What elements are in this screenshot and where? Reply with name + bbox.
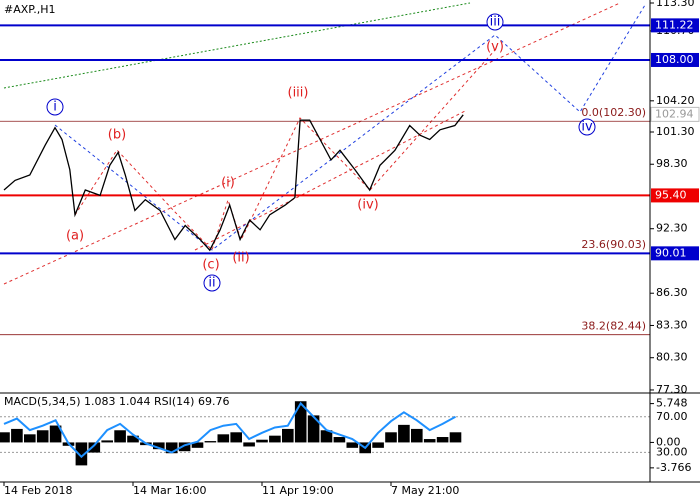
y2-tick-label: 70.00 (656, 410, 688, 423)
wave-label: (ii) (232, 251, 249, 266)
macd-bar (101, 440, 114, 443)
level-label: 95.40 (655, 188, 687, 201)
macd-bar (385, 432, 397, 443)
wave-path (74, 49, 496, 251)
macd-bar (23, 434, 36, 443)
level-label: 111.22 (655, 18, 694, 31)
y-tick-label: 0.00 (656, 435, 681, 448)
macd-bar (49, 425, 62, 443)
price-box (650, 106, 700, 122)
y2-tick-label: 30.00 (656, 445, 688, 458)
wave-label: iv (581, 120, 593, 135)
macd-bar (372, 442, 384, 448)
wave-label: (b) (108, 128, 126, 143)
x-tick-label: 11 Apr 19:00 (262, 484, 334, 497)
macd-bar (75, 442, 88, 466)
y-tick-label: 104.20 (656, 94, 695, 107)
wave-circle (203, 274, 221, 292)
level-box (651, 18, 699, 33)
wave-label: (a) (66, 229, 84, 244)
wave-labels: i ii iii iv (a) (b) (c) (i) (ii) (iii) (… (46, 13, 596, 292)
rsi-line (3, 401, 456, 459)
y-tick-label: 80.30 (656, 351, 688, 364)
macd-bar (11, 428, 23, 443)
y-tick-label: 86.30 (656, 286, 688, 299)
wave-label: (i) (221, 176, 235, 191)
y-tick-label: 113.30 (656, 0, 695, 9)
wave-path (54, 4, 646, 251)
y-tick-label: 98.30 (656, 157, 688, 170)
macd-bar (346, 442, 359, 448)
macd-bar (320, 430, 333, 443)
y-tick-label: 92.30 (656, 222, 688, 235)
price-label: 102.94 (655, 107, 694, 120)
wave-label: (c) (202, 258, 219, 273)
wave-label: i (53, 100, 57, 115)
wave-circle (578, 118, 596, 136)
macd-bar (152, 442, 165, 450)
y-tick-label: 5.748 (656, 397, 688, 410)
level-label: 108.00 (655, 53, 694, 66)
macd-bar (333, 437, 346, 443)
y-tick-label: 77.30 (656, 383, 688, 396)
indicator-title: MACD(5,34,5) 1.083 1.044 RSI(14) 69.76 (4, 395, 229, 408)
x-tick-label: 14 Mar 16:00 (133, 484, 206, 497)
macd-bar (243, 442, 255, 447)
x-tick-label: 7 May 21:00 (391, 484, 459, 497)
macd-bar (410, 428, 423, 443)
macd-bar (165, 442, 178, 454)
macd-bar (191, 442, 204, 448)
macd-bar (217, 434, 230, 443)
fib-label: 38.2(82.44) (581, 320, 646, 333)
level-label: 90.01 (655, 246, 687, 259)
macd-bar (436, 437, 449, 443)
wave-circle (46, 98, 64, 116)
macd-bar (398, 424, 410, 443)
fib-label: 0.0(102.30) (581, 106, 646, 119)
macd-bar (0, 432, 10, 443)
y-tick-label: 101.30 (656, 125, 695, 138)
trend-line (3, 2, 471, 89)
x-tick-label: 14 Feb 2018 (4, 484, 72, 497)
wave-circle (486, 13, 504, 31)
macd-bar (204, 441, 217, 443)
macd-bar (127, 435, 139, 443)
macd-bar (230, 432, 243, 443)
macd-bar (307, 415, 320, 443)
macd-bar (423, 439, 436, 443)
macd-bar (269, 435, 281, 443)
macd-bar (36, 430, 49, 443)
wave-label: (iii) (288, 86, 309, 101)
chart-title: #AXP.,H1 (4, 3, 55, 16)
level-box (651, 52, 699, 67)
macd-bar (114, 430, 126, 443)
wave-label: iii (490, 15, 501, 30)
wave-label: (v) (486, 40, 504, 55)
macd-bar (178, 442, 191, 452)
y-tick-label: 83.30 (656, 318, 688, 331)
wave-label: (iv) (357, 198, 378, 213)
y-tick-label: -3.766 (656, 461, 691, 474)
analysis-lines (3, 2, 646, 285)
macd-bar (88, 442, 101, 453)
channel-line (3, 2, 621, 285)
channel-line (194, 109, 468, 251)
macd-bar (449, 432, 462, 443)
indicator-panel: 5.748 0.00 -3.766 70.00 30.00 14 Feb 2018 14 M… (0, 397, 691, 497)
price-panel: 113.30110.70104.20101.3098.3092.3086.308… (0, 0, 700, 396)
price-line (3, 114, 464, 252)
level-box (651, 246, 699, 261)
macd-bar (294, 401, 307, 443)
macd-bar (281, 428, 294, 443)
level-box (651, 188, 699, 203)
fib-label: 23.6(90.03) (581, 238, 646, 251)
wave-label: ii (208, 276, 215, 291)
macd-bar (256, 439, 268, 443)
